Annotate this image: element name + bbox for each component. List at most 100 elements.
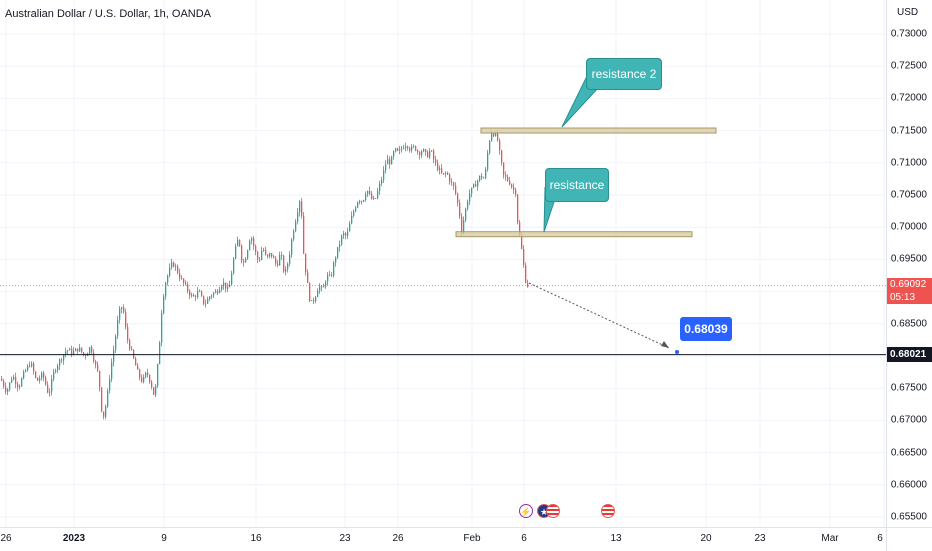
candle-body <box>19 386 21 388</box>
candle-body <box>447 172 449 175</box>
time-tick: Mar <box>821 533 839 544</box>
candle-body <box>261 250 263 261</box>
candle-body <box>181 278 183 280</box>
price-tick: 0.67500 <box>890 382 927 394</box>
candle-body <box>353 211 355 216</box>
candle-body <box>507 176 509 181</box>
candle-body <box>515 189 517 195</box>
time-tick: 2023 <box>62 533 86 544</box>
candle-body <box>113 349 115 363</box>
grid <box>0 0 886 527</box>
candle-body <box>519 222 521 236</box>
candle-body <box>343 233 345 236</box>
chart-canvas[interactable] <box>0 0 886 527</box>
candle-body <box>205 303 207 305</box>
candle-body <box>497 133 499 141</box>
candle-body <box>133 349 135 359</box>
target-price-text: 0.68039 <box>684 322 728 336</box>
candle-body <box>433 150 435 160</box>
candle-body <box>187 284 189 291</box>
candle-body <box>291 239 293 255</box>
candle-body <box>239 239 241 246</box>
candle-body <box>511 184 513 188</box>
line-price-tag: 0.68021 <box>887 347 932 362</box>
time-tick: Feb <box>463 533 481 544</box>
candle-body <box>271 253 273 257</box>
us-flag-icon[interactable] <box>601 504 615 518</box>
candle-body <box>57 365 59 371</box>
candle-body <box>395 148 397 152</box>
symbol-title[interactable]: Australian Dollar / U.S. Dollar, 1h, OAN… <box>5 8 212 20</box>
candle-body <box>75 348 77 352</box>
candle-body <box>413 145 415 147</box>
candle-body <box>339 244 341 248</box>
chart-area[interactable]: Australian Dollar / U.S. Dollar, 1h, OAN… <box>0 0 886 527</box>
candle-body <box>253 238 255 246</box>
candle-body <box>285 269 287 272</box>
candle-body <box>483 177 485 179</box>
candle-body <box>397 148 399 151</box>
candle-body <box>335 257 337 263</box>
candle-body <box>125 312 127 328</box>
candle-body <box>171 262 173 268</box>
candle-body <box>249 240 251 251</box>
candle-body <box>345 233 347 236</box>
candle-body <box>121 307 123 309</box>
candle-body <box>41 372 43 379</box>
candle-body <box>313 299 315 302</box>
candle-body <box>1 378 3 381</box>
resistance-zone <box>455 231 693 238</box>
candle-body <box>453 182 455 186</box>
candle-body <box>223 282 225 286</box>
candle-body <box>241 245 243 262</box>
lightning-icon[interactable]: ⚡ <box>519 504 533 518</box>
candle-body <box>247 250 249 259</box>
candle-body <box>243 261 245 263</box>
candle-body <box>419 152 421 156</box>
candle-body <box>27 365 29 371</box>
candle-body <box>301 201 303 216</box>
candle-body <box>83 352 85 355</box>
candle-body <box>185 283 187 285</box>
candle-body <box>37 377 39 381</box>
candle-body <box>81 347 83 353</box>
price-scale[interactable]: USD 0.73000 0.72500 0.72000 0.71500 0.71000 0… <box>886 0 932 527</box>
candle-body <box>341 235 343 245</box>
candle-body <box>105 406 107 417</box>
candle-body <box>51 379 53 392</box>
candle-body <box>509 180 511 185</box>
candle-body <box>179 272 181 279</box>
candle-body <box>325 281 327 287</box>
candle-body <box>193 295 195 297</box>
candle-body <box>199 291 201 293</box>
candle-body <box>409 147 411 151</box>
candle-body <box>33 363 35 372</box>
candle-body <box>213 292 215 296</box>
price-tick: 0.72000 <box>890 92 927 104</box>
candle-body <box>175 266 177 267</box>
candle-body <box>79 347 81 352</box>
target-price-label[interactable]: 0.68039 <box>680 317 732 341</box>
time-scale[interactable]: 26 2023 9 16 23 26 Feb 6 13 20 23 Mar 6 <box>0 527 886 551</box>
time-tick: 16 <box>250 533 262 544</box>
candle-body <box>493 133 495 136</box>
candle-body <box>479 175 481 181</box>
candle-body <box>311 299 313 301</box>
candle-body <box>55 370 57 372</box>
resistance-callout[interactable]: resistance <box>545 168 609 202</box>
candle-body <box>115 336 117 350</box>
candle-body <box>23 371 25 379</box>
candle-body <box>229 284 231 288</box>
candle-body <box>255 245 257 252</box>
candle-body <box>451 181 453 183</box>
price-tick: 0.70500 <box>890 189 927 201</box>
candle-body <box>97 364 99 371</box>
candle-body <box>469 193 471 202</box>
resistance-2-callout[interactable]: resistance 2 <box>586 58 662 90</box>
candle-body <box>263 249 265 251</box>
candle-body <box>321 286 323 288</box>
candle-body <box>421 151 423 156</box>
candle-body <box>141 377 143 382</box>
us-flag-icon[interactable] <box>546 504 560 518</box>
candle-body <box>383 170 385 180</box>
